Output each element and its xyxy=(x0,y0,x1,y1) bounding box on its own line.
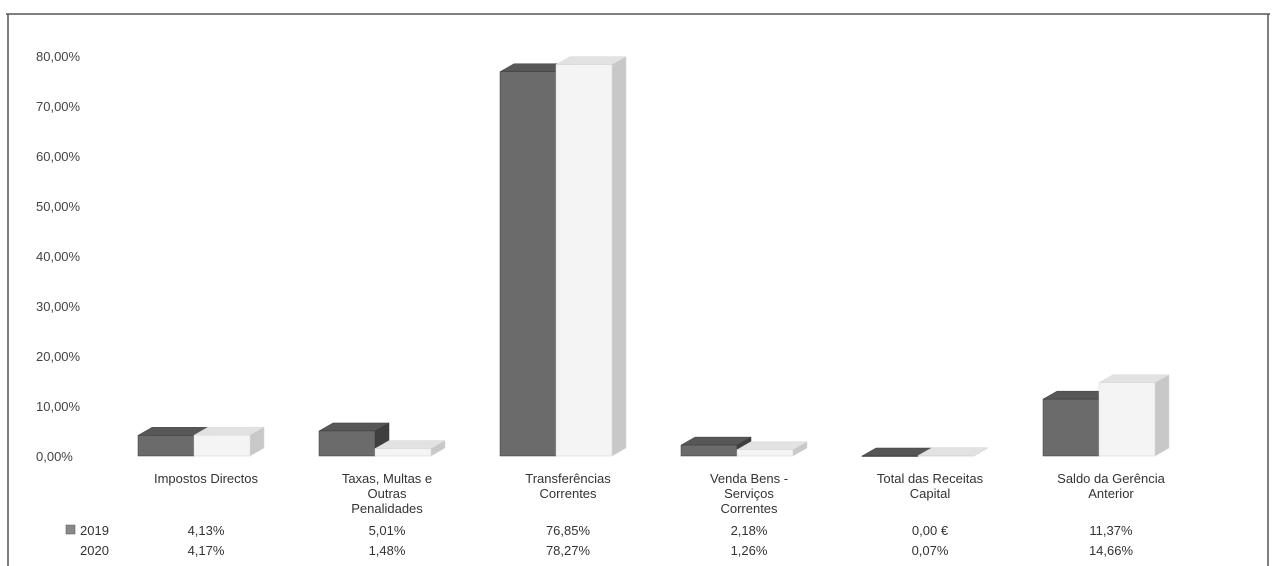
data-table-value: 11,37% xyxy=(1089,523,1133,538)
bar-front xyxy=(499,71,557,457)
data-table-value: 0,07% xyxy=(912,543,949,558)
y-tick-label: 70,00% xyxy=(36,99,81,114)
bar xyxy=(193,426,265,457)
category-label: Total das Receitas Capital xyxy=(877,471,984,501)
data-table-value: 5,01% xyxy=(369,523,406,538)
bar-side xyxy=(1154,374,1170,457)
bar-side xyxy=(611,56,627,457)
y-tick-label: 60,00% xyxy=(36,149,81,164)
category-label: Venda Bens -Serviços Correntes xyxy=(710,471,788,516)
data-table-value: 1,26% xyxy=(731,543,768,558)
bar xyxy=(1098,374,1170,457)
data-table-value: 2,18% xyxy=(731,523,768,538)
y-tick-label: 0,00% xyxy=(36,449,73,464)
bar xyxy=(917,447,989,457)
bar-front xyxy=(861,455,919,457)
bar-front xyxy=(193,434,251,457)
bar xyxy=(1042,390,1114,457)
category-label: Taxas, Multas e Outras Penalidades xyxy=(342,471,432,516)
y-tick-label: 50,00% xyxy=(36,199,81,214)
bar-front xyxy=(374,448,432,457)
legend-key-2019 xyxy=(65,524,76,535)
bar-front xyxy=(1098,382,1156,457)
data-table-value: 76,85% xyxy=(546,523,591,538)
category-label: Impostos Directos xyxy=(154,471,259,486)
y-tick-label: 20,00% xyxy=(36,349,81,364)
bar xyxy=(736,441,808,457)
category-label: Transferências Correntes xyxy=(525,471,611,501)
data-table-value: 1,48% xyxy=(369,543,406,558)
series-name: 2020 xyxy=(80,543,109,558)
y-tick-label: 30,00% xyxy=(36,299,81,314)
data-table-value: 14,66% xyxy=(1089,543,1134,558)
data-table-value: 4,13% xyxy=(188,523,225,538)
y-tick-label: 10,00% xyxy=(36,399,81,414)
bar xyxy=(374,440,446,457)
data-table-value: 0,00 € xyxy=(912,523,949,538)
data-table-value: 4,17% xyxy=(188,543,225,558)
bar-front xyxy=(318,430,376,457)
bar-front xyxy=(680,444,738,457)
y-tick-label: 80,00% xyxy=(36,49,81,64)
bar-front xyxy=(736,449,794,457)
bar xyxy=(555,56,627,457)
bar-front xyxy=(555,64,613,457)
bar-front xyxy=(137,435,195,457)
bar-front xyxy=(917,455,975,457)
category-label: Saldo da Gerência Anterior xyxy=(1057,471,1165,501)
y-tick-label: 40,00% xyxy=(36,249,81,264)
series-name: 2019 xyxy=(80,523,109,538)
bar-front xyxy=(1042,398,1100,457)
data-table-value: 78,27% xyxy=(546,543,591,558)
